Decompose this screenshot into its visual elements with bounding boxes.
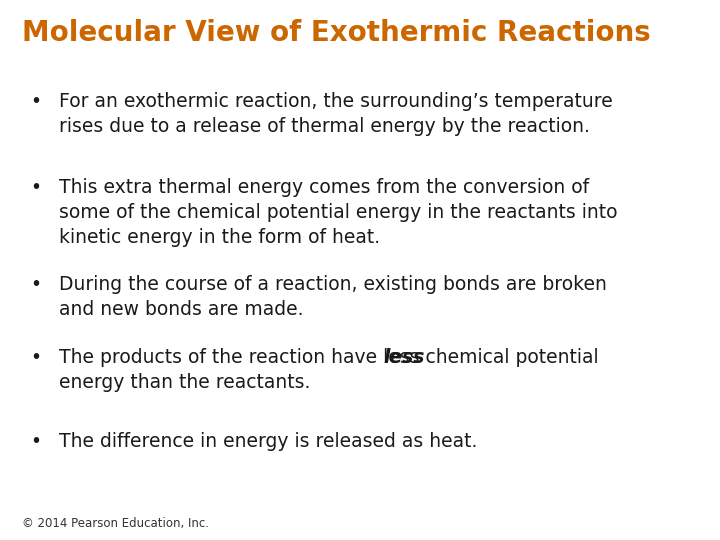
Text: The difference in energy is released as heat.: The difference in energy is released as …	[59, 432, 477, 451]
Text: •: •	[30, 432, 41, 451]
Text: Molecular View of Exothermic Reactions: Molecular View of Exothermic Reactions	[22, 19, 650, 47]
Text: © 2014 Pearson Education, Inc.: © 2014 Pearson Education, Inc.	[22, 517, 209, 530]
Text: •: •	[30, 178, 41, 197]
Text: less: less	[383, 348, 425, 367]
Text: For an exothermic reaction, the surrounding’s temperature
rises due to a release: For an exothermic reaction, the surround…	[59, 92, 613, 136]
Text: The products of the reaction have: The products of the reaction have	[59, 348, 383, 367]
Text: The products of the reaction have less chemical potential
energy than the reacta: The products of the reaction have less c…	[59, 348, 598, 392]
Text: •: •	[30, 92, 41, 111]
Text: This extra thermal energy comes from the conversion of
some of the chemical pote: This extra thermal energy comes from the…	[59, 178, 618, 247]
Text: •: •	[30, 348, 41, 367]
Text: During the course of a reaction, existing bonds are broken
and new bonds are mad: During the course of a reaction, existin…	[59, 275, 607, 319]
Text: •: •	[30, 275, 41, 294]
